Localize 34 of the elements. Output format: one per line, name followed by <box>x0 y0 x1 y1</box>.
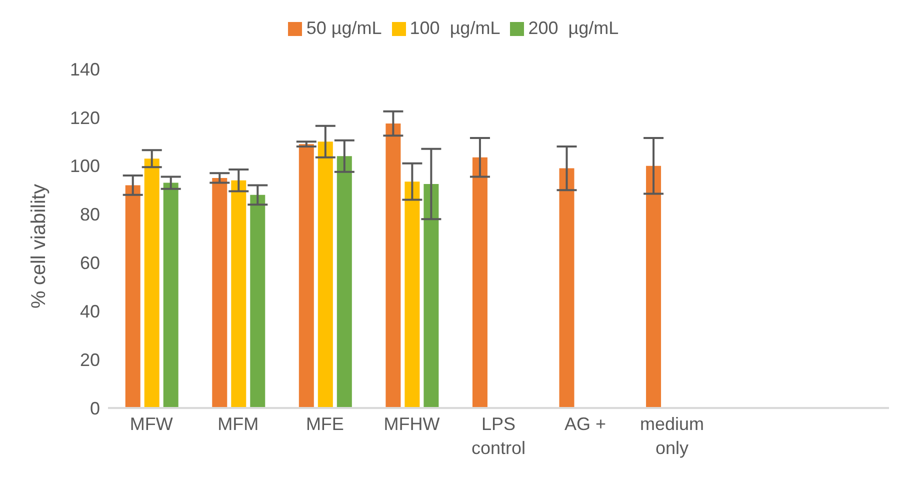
x-tick-label: AG + <box>564 414 606 434</box>
y-tick-label: 40 <box>80 302 100 322</box>
y-tick-label: 100 <box>70 156 100 176</box>
bar <box>318 142 333 408</box>
x-tick-label: MFHW <box>384 414 440 434</box>
x-tick-label: MFM <box>218 414 259 434</box>
legend-label: 100 µg/mL <box>410 18 500 38</box>
bar <box>336 156 352 408</box>
bar <box>231 180 246 408</box>
x-tick-label: MFW <box>130 414 173 434</box>
y-tick-label: 20 <box>80 350 100 370</box>
x-tick-label: LPS control <box>471 414 526 458</box>
y-tick-label: 140 <box>70 59 100 80</box>
bar <box>163 182 178 408</box>
bar <box>298 144 314 408</box>
y-tick-label: 80 <box>80 204 100 225</box>
bar <box>404 182 420 408</box>
bar <box>125 185 140 408</box>
bar <box>250 194 266 408</box>
bar <box>424 184 439 408</box>
bar <box>559 168 574 408</box>
legend-label: 50 µg/mL <box>306 18 382 38</box>
bar <box>646 166 662 408</box>
y-tick-label: 60 <box>80 253 100 274</box>
bar <box>386 123 401 408</box>
y-tick-label: 120 <box>70 108 100 128</box>
bar <box>212 178 228 408</box>
x-tick-label: medium only <box>640 414 704 458</box>
legend-label: 200 µg/mL <box>528 18 619 38</box>
y-axis-title: % cell viability <box>28 184 50 308</box>
bar <box>144 158 160 408</box>
y-tick-label: 0 <box>90 398 100 418</box>
x-tick-label: MFE <box>306 414 344 434</box>
bar <box>472 157 488 408</box>
